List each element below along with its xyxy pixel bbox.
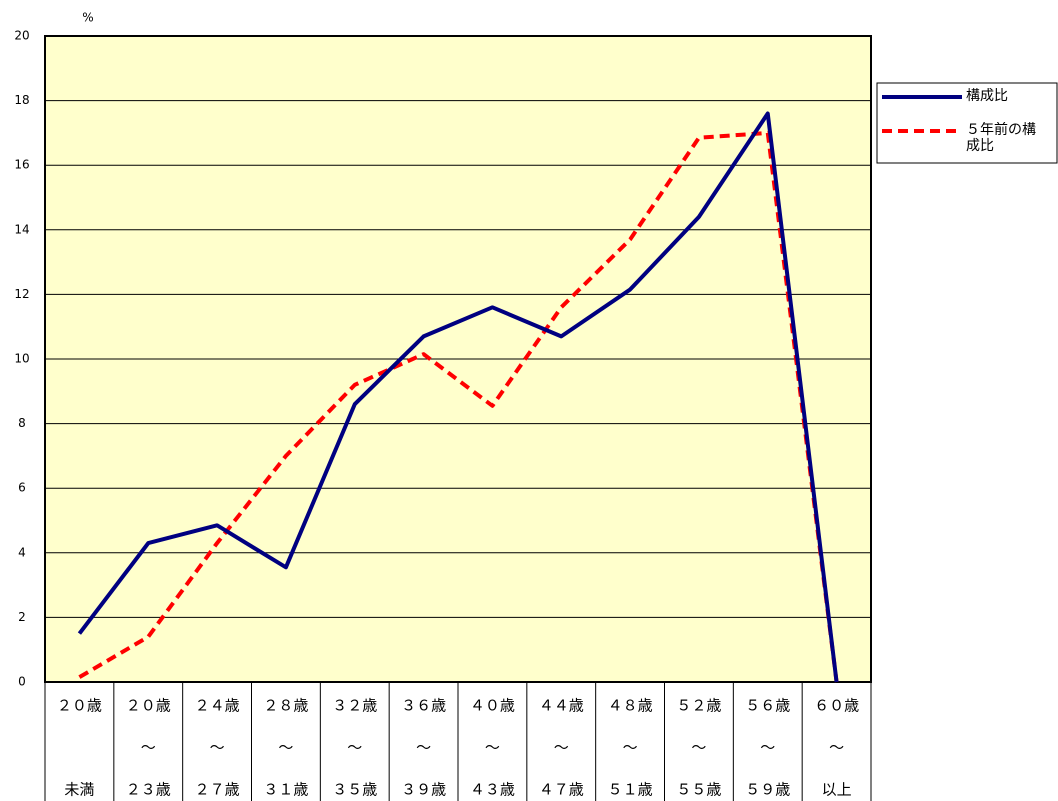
y-tick-label: 8 [18,416,26,430]
x-tick-label: ５９歳 [745,781,790,799]
x-tick-label: ３５歳 [332,781,377,799]
y-tick-label: 0 [18,675,26,689]
x-tick-label: ～ [760,739,775,757]
y-tick-label: 18 [14,93,29,107]
legend-label: 構成比 [966,88,1008,104]
x-tick-label: ～ [691,739,706,757]
legend-item: 構成比 [966,88,1008,104]
y-tick-label: 4 [18,545,26,559]
x-tick-label: ２８歳 [263,697,308,715]
x-tick-label: ～ [554,739,569,757]
y-tick-label: 10 [14,352,29,366]
x-tick-label: ５１歳 [608,781,653,799]
x-tick-label: ～ [416,739,431,757]
legend-label: ５年前の構成比 [966,122,1036,154]
y-tick-label: 6 [18,481,26,495]
y-tick-label: 14 [14,222,29,236]
series-line [77,111,839,683]
x-tick-label: 以上 [822,781,852,799]
y-tick-label: 20 [14,29,29,43]
x-tick-label: ４７歳 [539,781,584,799]
x-tick-label: ５２歳 [676,697,721,715]
x-tick-label: ４３歳 [470,781,515,799]
x-tick-label: 未満 [64,781,94,799]
x-tick-label: ３１歳 [263,781,308,799]
x-tick-label: ２４歳 [195,697,240,715]
y-unit: % [82,11,93,25]
x-tick-label: ５５歳 [676,781,721,799]
x-tick-label: ～ [347,739,362,757]
x-tick-label: ～ [210,739,225,757]
x-tick-label: ４４歳 [539,697,584,715]
y-tick-label: 12 [14,287,29,301]
x-tick-label: ２０歳 [126,697,171,715]
x-tick-label: ～ [278,739,293,757]
x-tick-label: ～ [829,739,844,757]
x-tick-label: ６０歳 [814,697,859,715]
legend-item: ５年前の構成比 [966,122,1036,154]
x-tick-label: ５６歳 [745,697,790,715]
x-tick-label: ～ [141,739,156,757]
x-tick-label: ４０歳 [470,697,515,715]
x-tick-label: ３２歳 [332,697,377,715]
x-tick-label: ２７歳 [195,781,240,799]
x-tick-label: ３６歳 [401,697,446,715]
y-tick-label: 2 [18,610,26,624]
series-line [78,130,839,683]
x-tick-label: ２０歳 [57,697,102,715]
x-tick-label: ２３歳 [126,781,171,799]
x-tick-label: ～ [485,739,500,757]
x-tick-label: ～ [623,739,638,757]
y-tick-label: 16 [14,158,29,172]
x-tick-label: ４８歳 [608,697,653,715]
x-tick-label: ３９歳 [401,781,446,799]
